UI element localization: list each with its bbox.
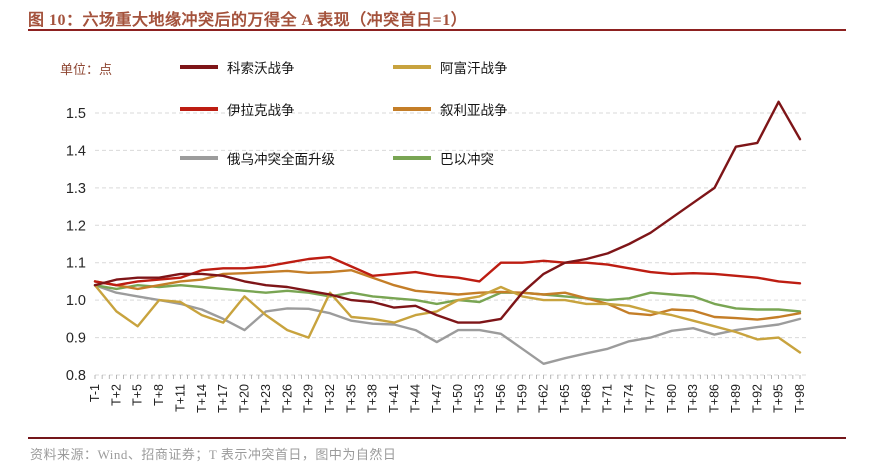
series-line-kosovo-war [93,100,802,324]
legend-item-syria-war: 叙利亚战争 [393,101,508,118]
x-tick-label: T+98 [793,384,807,413]
x-tick-label: T+65 [558,384,572,413]
x-tick-label: T+89 [729,384,743,413]
x-tick-label: T+23 [259,384,273,413]
legend-label: 科索沃战争 [227,61,295,76]
x-tick-label: T+68 [579,384,593,413]
legend-swatch-israel-palestine-conflict [393,156,431,160]
y-tick-label: 1.2 [66,218,86,234]
x-tick-label: T+47 [430,384,444,413]
x-tick-label: T+95 [772,384,786,413]
legend-label: 巴以冲突 [440,152,494,167]
x-tick-label: T+92 [750,384,764,413]
y-tick-label: 1.1 [66,256,86,272]
y-tick-label: 1.0 [66,293,86,309]
x-tick-label: T+38 [366,384,380,413]
x-tick-label: T-1 [88,384,102,402]
series-line-afghanistan-war [93,284,802,354]
x-tick-label: T+32 [323,384,337,413]
unit-label: 单位：点 [60,62,113,77]
x-tick-label: T+50 [451,384,465,413]
x-tick-label: T+56 [494,384,508,413]
legend-swatch-kosovo-war [180,65,218,69]
x-tick-label: T+86 [708,384,722,413]
legend-swatch-syria-war [393,107,431,111]
x-tick-label: T+14 [195,384,209,413]
x-axis-minor-ticks [94,375,801,379]
series-line-russia-ukraine-escalation [93,284,802,365]
x-tick-label: T+11 [173,384,187,412]
legend-item-kosovo-war: 科索沃战争 [180,59,295,76]
x-tick-label: T+62 [537,384,551,413]
x-tick-label: T+59 [515,384,529,413]
series-line-syria-war [93,269,802,321]
x-tick-label: T+53 [473,384,487,413]
legend-label: 伊拉克战争 [227,103,295,118]
y-tick-label: 1.5 [66,106,86,122]
y-tick-label: 0.9 [66,331,86,347]
legend-swatch-russia-ukraine-escalation [180,156,218,160]
x-tick-label: T+74 [622,384,636,413]
title-underline [28,29,846,31]
x-tick-label: T+26 [280,384,294,413]
x-tick-label: T+8 [152,384,166,406]
legend-item-russia-ukraine-escalation: 俄乌冲突全面升级 [180,150,335,167]
legend-label: 俄乌冲突全面升级 [227,152,335,167]
y-tick-label: 1.4 [66,143,86,159]
x-tick-label: T+5 [131,384,145,406]
x-tick-label: T+80 [665,384,679,413]
source-note: 资料来源：Wind、招商证券；T 表示冲突首日，图中为自然日 [30,447,397,462]
x-tick-label: T+77 [643,384,657,413]
x-tick-label: T+41 [387,384,401,413]
legend-item-israel-palestine-conflict: 巴以冲突 [393,150,494,167]
x-tick-label: T+71 [601,384,615,413]
x-axis-labels: T-1 T+2 T+5 T+8 T+11 T+14 T+17 T+20 T+23 T+26 T+29… [88,384,807,413]
x-tick-label: T+20 [238,384,252,413]
figure-title: 图 10：六场重大地缘冲突后的万得全 A 表现（冲突首日=1） [28,12,468,29]
x-tick-label: T+35 [344,384,358,413]
x-tick-label: T+2 [109,384,123,406]
y-tick-label: 1.3 [66,181,86,197]
series-line-israel-palestine-conflict [93,284,802,313]
x-tick-label: T+44 [408,384,422,413]
x-tick-label: T+83 [686,384,700,413]
legend-item-afghanistan-war: 阿富汗战争 [393,59,508,76]
legend-label: 阿富汗战争 [440,61,508,76]
y-axis-labels: 0.8 0.9 1.0 1.1 1.2 1.3 1.4 1.5 [66,106,86,384]
footer-divider [28,437,846,439]
legend-label: 叙利亚战争 [440,103,508,118]
series-line-iraq-war [93,255,802,287]
x-tick-label: T+17 [216,384,230,413]
x-tick-label: T+29 [302,384,316,413]
legend-swatch-iraq-war [180,107,218,111]
legend-item-iraq-war: 伊拉克战争 [180,101,295,118]
y-tick-label: 0.8 [66,368,86,384]
legend-swatch-afghanistan-war [393,65,431,69]
